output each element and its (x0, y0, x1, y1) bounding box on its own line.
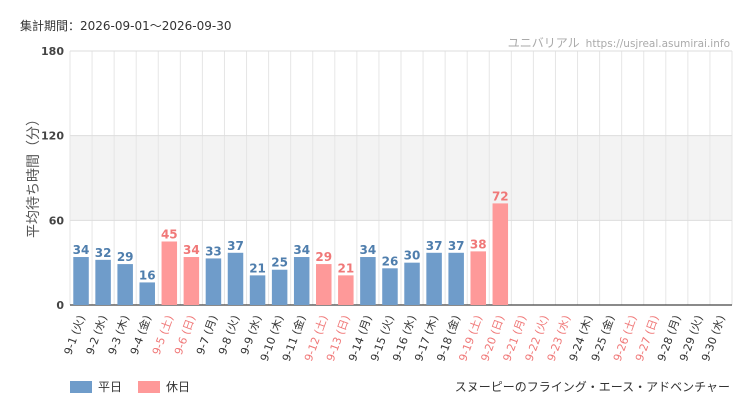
y-tick-label: 180 (41, 45, 64, 58)
value-label: 29 (315, 250, 332, 264)
legend-label-holiday: 休日 (166, 380, 191, 394)
y-tick-layer: 0 60 120 180 (41, 45, 64, 312)
bar (271, 269, 288, 305)
legend: 平日 休日 (70, 378, 206, 395)
bar (293, 257, 310, 305)
value-label: 34 (360, 243, 377, 257)
value-label: 37 (227, 239, 244, 253)
bar (470, 251, 486, 305)
value-label: 29 (117, 250, 134, 264)
bar (448, 252, 464, 305)
value-label-layer: 34 32 29 16 45 34 33 37 21 25 34 29 21 34 26 30 37 37 38 72 (73, 189, 509, 282)
value-label: 30 (404, 249, 421, 263)
value-label: 34 (73, 243, 90, 257)
x-tick-layer: 9-1 (火)9-2 (水)9-3 (木)9-4 (金)9-5 (土)9-6 (… (62, 313, 728, 363)
site-name: ユニバリアル (507, 36, 580, 50)
value-label: 37 (448, 239, 465, 253)
value-label: 33 (205, 244, 222, 258)
bar (426, 252, 442, 305)
site-url[interactable]: https://usjreal.asumirai.info (585, 38, 730, 50)
value-label: 32 (95, 246, 112, 260)
period-label: 集計期間：2026-09-01～2026-09-30 (20, 19, 232, 33)
value-label: 34 (293, 243, 310, 257)
legend-swatch-holiday (138, 380, 161, 393)
y-tick-label: 120 (41, 130, 64, 143)
bar (249, 275, 266, 305)
bar (316, 264, 332, 305)
legend-swatch-weekday (70, 380, 92, 393)
bar (404, 262, 420, 305)
value-label: 16 (139, 268, 156, 282)
attraction-name: スヌーピーのフライング・エース・アドベンチャー (454, 380, 730, 394)
value-label: 21 (249, 261, 266, 275)
legend-label-weekday: 平日 (98, 380, 123, 394)
bar (492, 203, 509, 305)
value-label: 38 (470, 237, 487, 251)
bar (205, 258, 222, 305)
y-tick-label: 0 (56, 299, 64, 312)
bar (382, 268, 398, 305)
bar (139, 282, 155, 305)
legend-item-holiday: 休日 (138, 378, 190, 395)
value-label: 45 (161, 228, 178, 242)
value-label: 34 (183, 243, 200, 257)
site-credit: ユニバリアル https://usjreal.asumirai.info (508, 34, 730, 51)
y-axis-label: 平均待ち時間（分） (26, 112, 42, 238)
bar (183, 257, 200, 305)
grid-layer (69, 50, 733, 306)
value-label: 72 (492, 189, 509, 203)
value-label: 25 (271, 256, 288, 270)
bar (117, 264, 133, 305)
value-label: 37 (426, 239, 443, 253)
bar-layer (73, 203, 509, 305)
value-label: 21 (337, 261, 354, 275)
bar (95, 259, 111, 305)
bar (360, 257, 376, 305)
bar (161, 241, 178, 305)
legend-item-weekday: 平日 (70, 378, 122, 395)
bar (227, 252, 244, 305)
y-tick-label: 60 (49, 214, 65, 227)
value-label: 26 (382, 254, 399, 268)
bar (338, 275, 354, 305)
bar (73, 257, 89, 305)
